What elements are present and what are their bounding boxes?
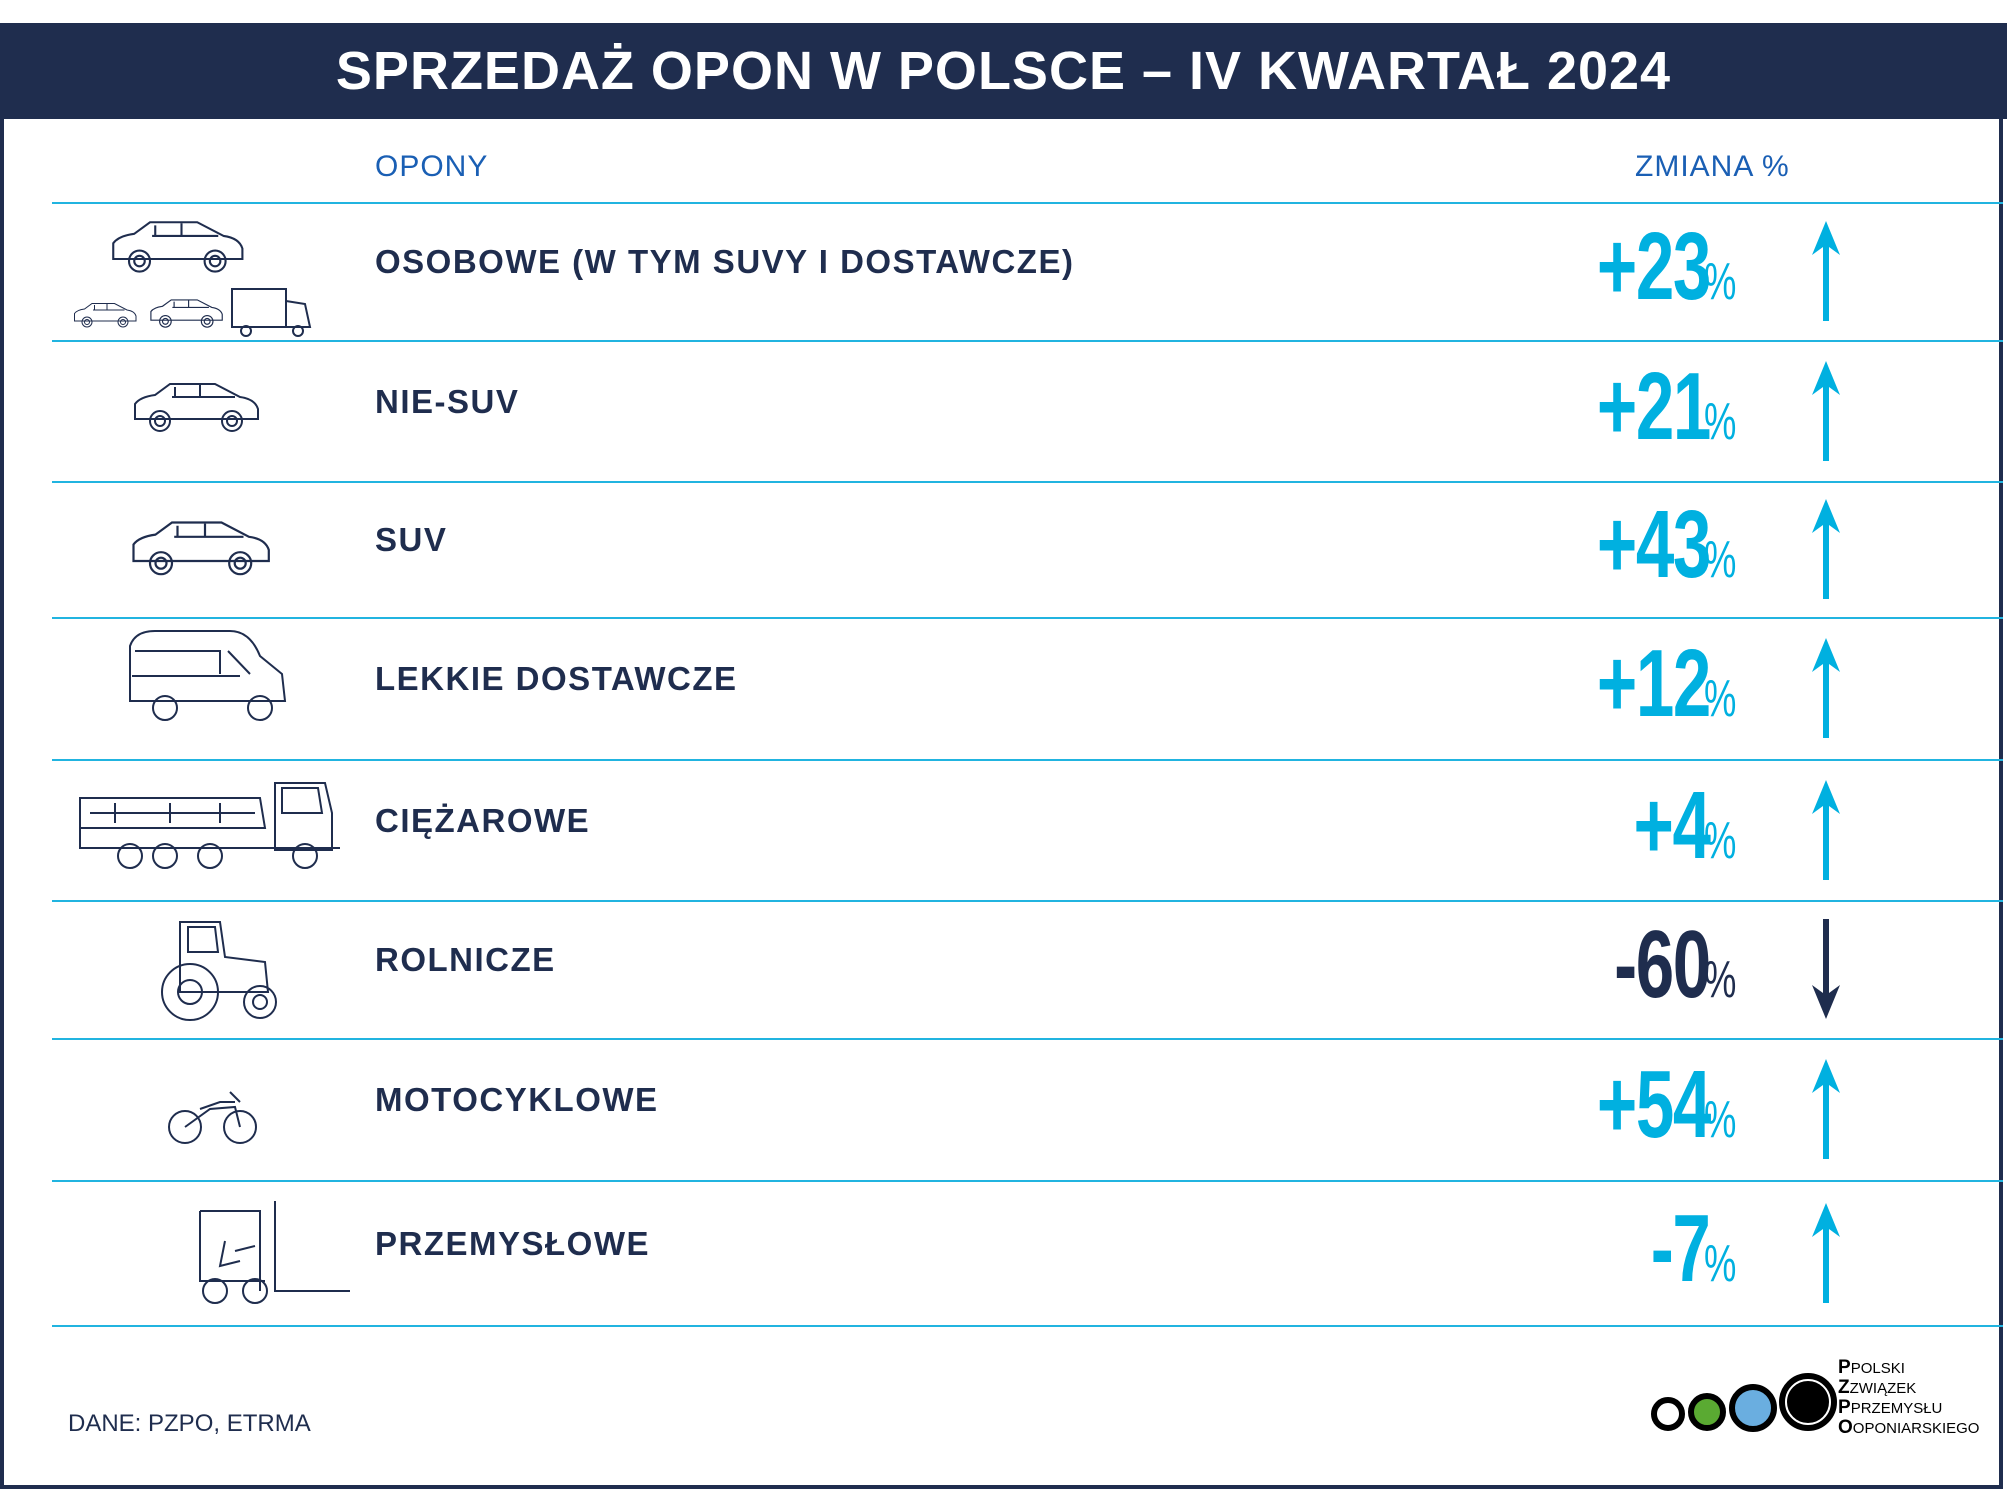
pzpo-logo (1651, 1373, 1837, 1432)
change-value: +23% (1590, 219, 1750, 315)
arrow-up-icon (1812, 779, 1840, 880)
truck-icon (60, 768, 350, 903)
percent-sign: % (1703, 1234, 1737, 1293)
row-label: ROLNICZE (375, 941, 556, 978)
van-icon (60, 626, 320, 761)
row-divider (52, 1180, 2003, 1182)
change-number: -7 (1651, 1194, 1711, 1302)
arrow-up-icon (1812, 360, 1840, 461)
arrow-up-icon (1812, 221, 1840, 321)
row-label: LEKKIE DOSTAWCZE (375, 660, 738, 697)
row-divider (52, 202, 2003, 204)
column-header-change: ZMIANA % (1635, 150, 1790, 183)
row-label: CIĘŻAROWE (375, 801, 591, 839)
suv-icon (60, 487, 320, 622)
percent-sign: % (1703, 811, 1737, 870)
arrow-down-icon (1812, 919, 1840, 1019)
change-number: +43 (1596, 491, 1711, 598)
logo-text: PPOLSKI ZZWIĄZEK PPRZEMYSŁU OOPONIARSKIE… (1838, 1357, 1980, 1438)
change-number: +21 (1596, 352, 1711, 460)
percent-sign: % (1703, 1091, 1737, 1149)
change-value: +21% (1590, 352, 1750, 460)
change-value: +4% (1590, 771, 1750, 879)
percent-sign: % (1703, 531, 1737, 589)
row-divider (52, 1325, 2003, 1327)
arrow-up-icon (1812, 1202, 1840, 1303)
row-label: OSOBOWE (W TYM SUVY I DOSTAWCZE) (375, 243, 1075, 280)
title-banner: SPRZEDAŻ OPON W POLSCE – IV KWARTAŁ 2024 (0, 23, 2007, 119)
change-number: +12 (1596, 630, 1711, 737)
row-label: PRZEMYSŁOWE (375, 1224, 651, 1262)
frame-border (0, 23, 2003, 1489)
percent-sign: % (1703, 670, 1737, 728)
row-divider (52, 900, 2003, 902)
change-value: +43% (1590, 497, 1750, 593)
change-value: +54% (1590, 1057, 1750, 1153)
data-source: DANE: PZPO, ETRMA (68, 1410, 311, 1437)
arrow-up-icon (1812, 499, 1840, 599)
row-divider (52, 1038, 2003, 1040)
motorcycle-icon (60, 1047, 320, 1182)
row-label: SUV (375, 521, 448, 558)
change-number: +4 (1633, 771, 1711, 879)
percent-sign: % (1703, 253, 1737, 311)
hatchback-car-icon (60, 349, 320, 484)
tractor-icon (60, 907, 320, 1042)
change-number: +54 (1596, 1051, 1711, 1158)
change-value: -7% (1590, 1194, 1750, 1302)
percent-sign: % (1703, 392, 1737, 451)
row-divider (52, 481, 2003, 483)
forklift-icon (60, 1191, 350, 1326)
change-number: +23 (1596, 213, 1711, 320)
row-divider (52, 759, 2003, 761)
cars-group-icon (60, 209, 320, 344)
change-number: -60 (1614, 911, 1711, 1018)
row-label: MOTOCYKLOWE (375, 1081, 659, 1118)
column-header-tyres: OPONY (375, 150, 489, 183)
change-value: +12% (1590, 636, 1750, 732)
arrow-up-icon (1812, 1059, 1840, 1159)
row-label: NIE-SUV (375, 382, 520, 420)
page-title: SPRZEDAŻ OPON W POLSCE – IV KWARTAŁ 2024 (335, 41, 1672, 101)
change-value: -60% (1590, 917, 1750, 1013)
row-divider (52, 340, 2003, 342)
arrow-up-icon (1812, 638, 1840, 738)
percent-sign: % (1703, 951, 1737, 1009)
row-divider (52, 617, 2003, 619)
